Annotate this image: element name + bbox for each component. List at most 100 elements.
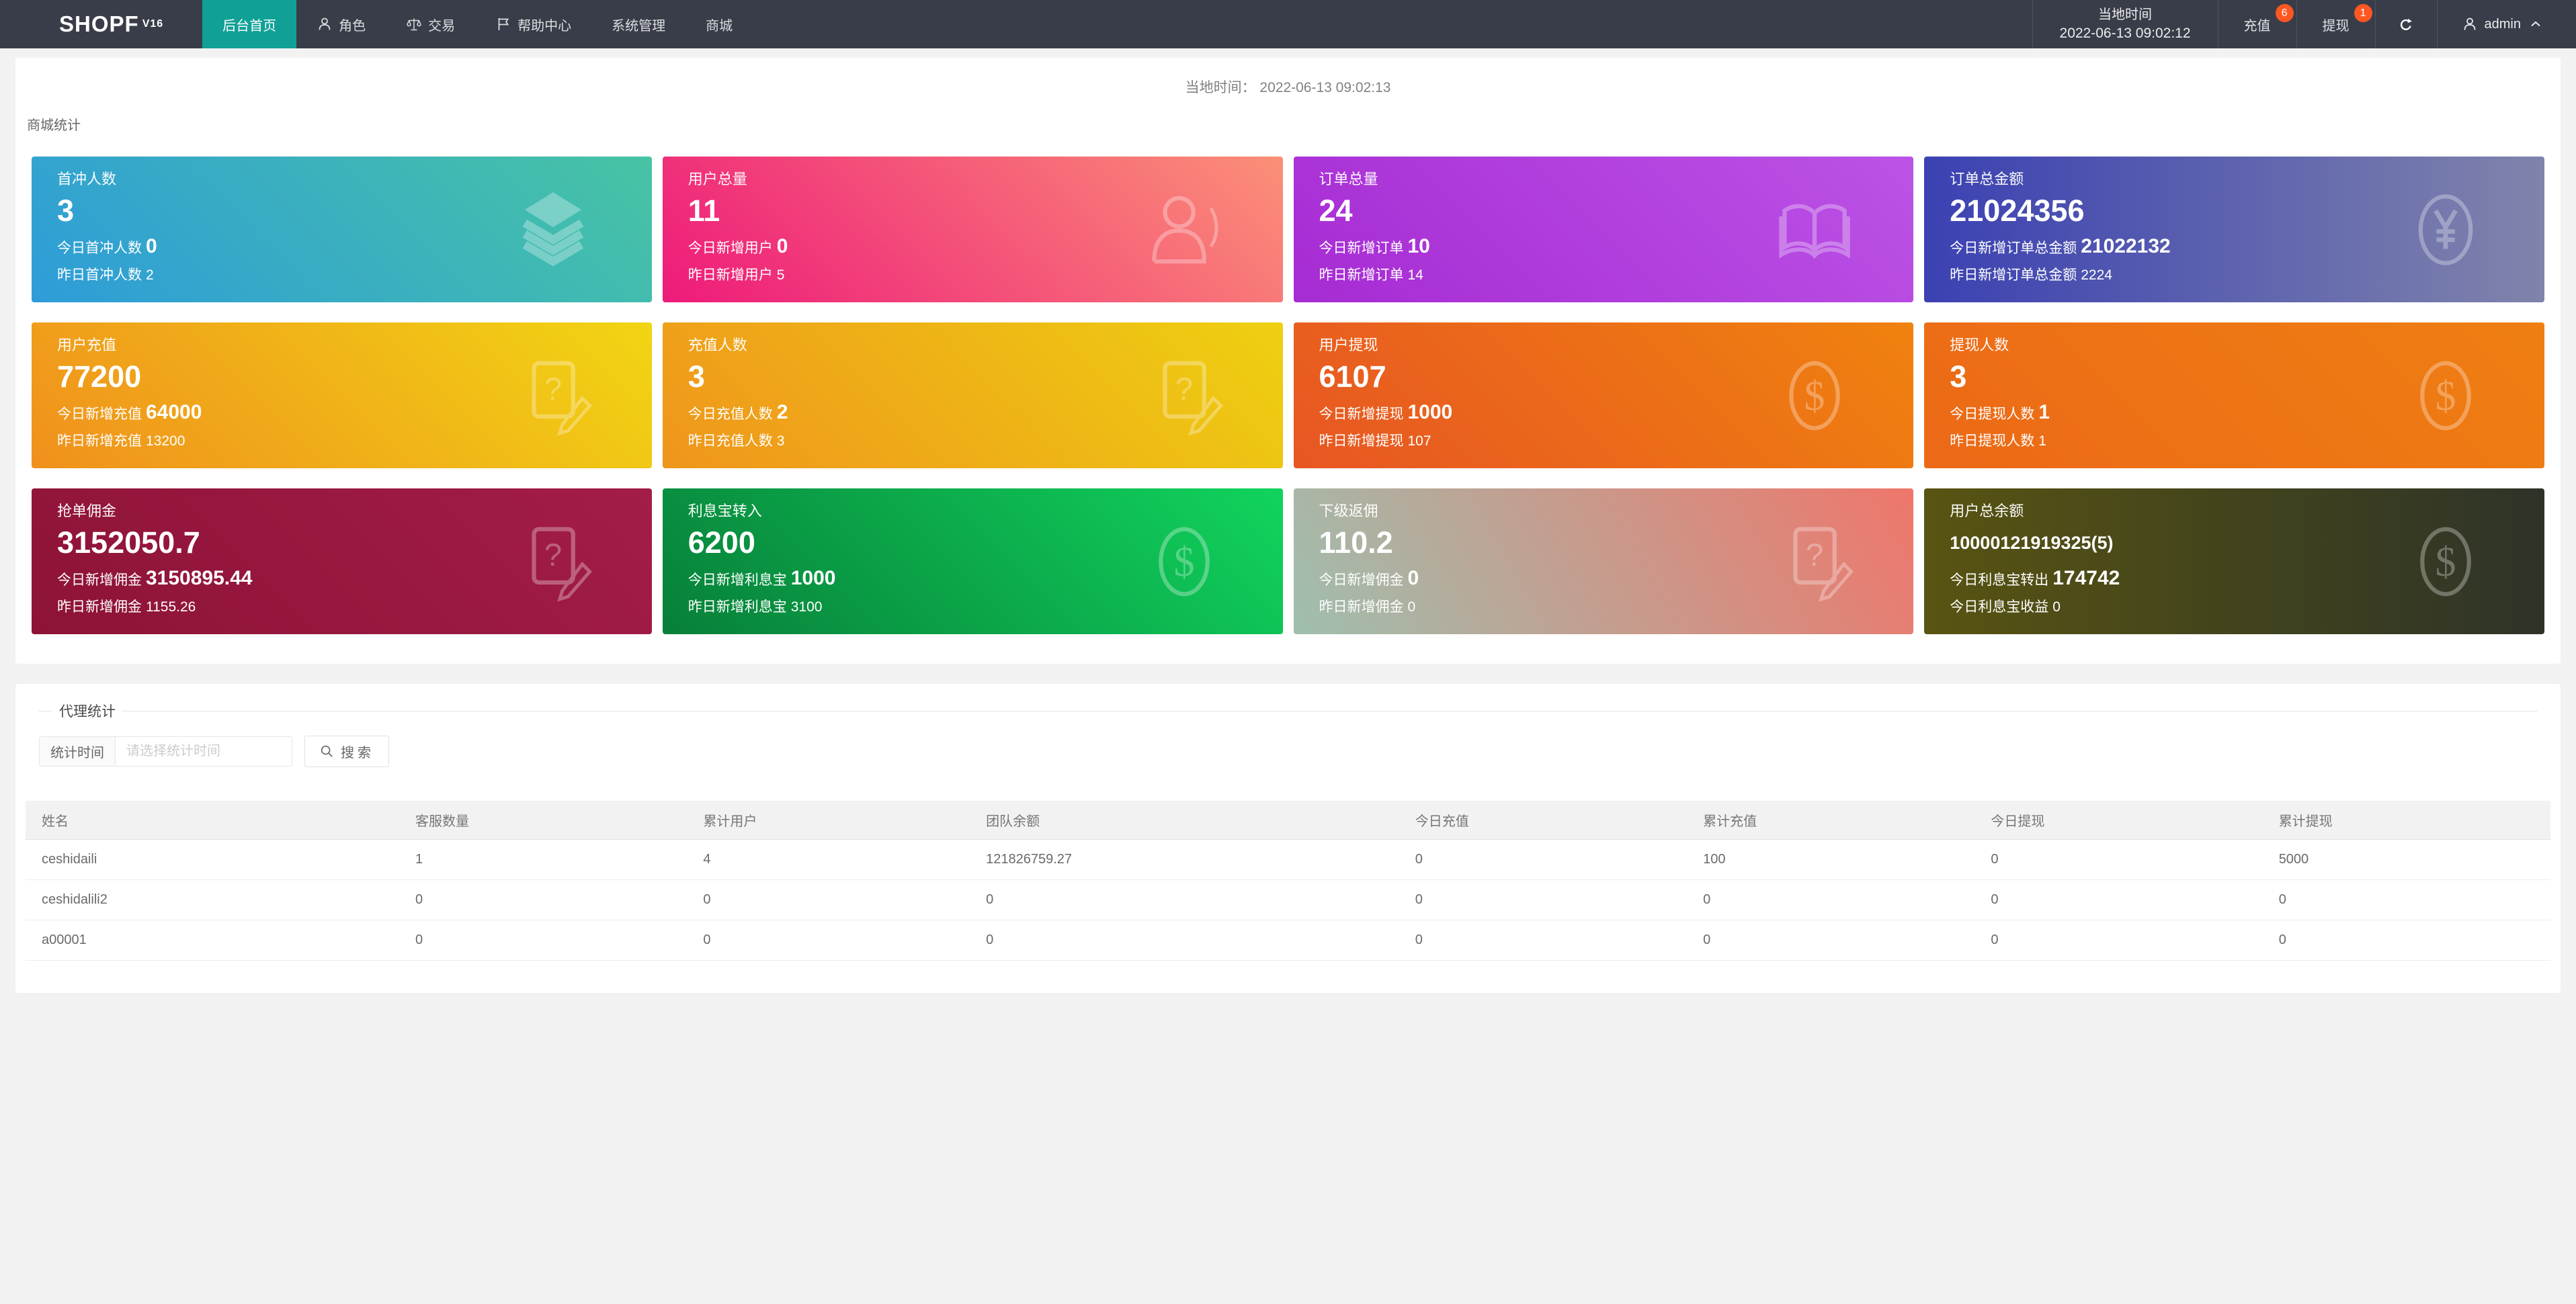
card-today-line: 今日新增佣金 0	[1319, 568, 1888, 591]
refresh-button[interactable]	[2374, 0, 2437, 48]
card-yesterday-line: 昨日新增订单 14	[1319, 266, 1888, 285]
card-yesterday-value: 3	[776, 433, 785, 449]
refresh-icon	[2398, 16, 2414, 32]
recharge-label: 充值	[2243, 18, 2271, 34]
card-yesterday-value: 1	[2038, 433, 2046, 449]
column-header: 累计充值	[1687, 801, 1975, 840]
stats-card-grid: 首冲人数 3 今日首冲人数 0 昨日首冲人数 2 用户总量 11 今日新增用户 0 昨日新增用户 5 订…	[26, 157, 2550, 634]
person-icon	[2462, 16, 2478, 32]
nav-item-trade[interactable]: 交易	[386, 0, 475, 48]
card-value: 3	[57, 193, 75, 228]
stat-card-total-orders: 订单总量 24 今日新增订单 10 昨日新增订单 14	[1293, 157, 1914, 302]
nav-item-label: 系统管理	[612, 18, 666, 34]
nav-item-help-center[interactable]: 帮助中心	[475, 0, 591, 48]
user-name: admin	[2484, 16, 2521, 32]
table-cell: 1	[399, 839, 688, 880]
card-today-value: 0	[1407, 567, 1419, 589]
table-cell: ceshidaili	[26, 839, 400, 880]
nav-item-home[interactable]: 后台首页	[202, 0, 297, 48]
table-cell: 4	[687, 839, 970, 880]
stat-time-input[interactable]	[116, 737, 292, 766]
nav-menu: 后台首页 角色 交易 帮助中心 系统管理 商城	[202, 0, 753, 48]
search-icon	[319, 744, 335, 760]
card-yesterday-value: 0	[1407, 599, 1416, 615]
card-today-label: 今日提现人数	[1950, 406, 2035, 422]
logo-version: V16	[142, 18, 164, 30]
card-today-value: 174742	[2052, 567, 2120, 589]
table-cell: 0	[1975, 879, 2263, 920]
card-yesterday-line: 昨日新增佣金 0	[1319, 598, 1888, 617]
card-yesterday-value: 5	[776, 267, 785, 283]
card-today-value: 0	[146, 235, 157, 257]
withdraw-nav-button[interactable]: 提现 1	[2296, 0, 2375, 48]
card-today-label: 今日首冲人数	[57, 241, 142, 256]
card-value: 10000121919325(5)	[1950, 533, 2114, 553]
recharge-nav-button[interactable]: 充值 6	[2217, 0, 2296, 48]
card-today-label: 今日新增提现	[1319, 406, 1404, 422]
svg-text:?: ?	[1175, 371, 1192, 406]
card-value: 3	[1950, 359, 1967, 394]
card-today-label: 今日新增利息宝	[688, 572, 787, 588]
card-title: 用户总量	[688, 171, 747, 187]
card-yesterday-label: 今日利息宝收益	[1950, 599, 2049, 615]
column-header: 今日提现	[1975, 801, 2263, 840]
stat-card-total-users: 用户总量 11 今日新增用户 0 昨日新增用户 5	[662, 157, 1283, 302]
card-yesterday-value: 3100	[790, 599, 823, 615]
table-row: a00001 0 0 0 0 0 0 0	[26, 920, 2550, 961]
table-cell: 0	[1687, 879, 1975, 920]
file-question-icon: ?	[511, 516, 595, 607]
card-title: 充值人数	[688, 337, 747, 353]
card-yesterday-line: 昨日新增提现 107	[1319, 432, 1888, 451]
nav-item-system[interactable]: 系统管理	[591, 0, 685, 48]
card-today-value: 1000	[790, 567, 836, 589]
card-yesterday-value: 14	[1407, 267, 1423, 283]
card-today-line: 今日新增提现 1000	[1319, 402, 1888, 425]
column-header: 累计用户	[687, 801, 970, 840]
card-yesterday-label: 昨日新增提现	[1319, 433, 1404, 449]
stat-card-total-balance: 用户总余额 10000121919325(5) 今日利息宝转出 174742 今日利息宝…	[1924, 488, 2544, 634]
svg-text:$: $	[2436, 539, 2456, 585]
table-cell: 0	[1399, 920, 1688, 961]
table-cell: 0	[2262, 920, 2550, 961]
stat-card-total-order-amount: 订单总金额 21024356 今日新增订单总金额 21022132 昨日新增订单总金额 2…	[1924, 157, 2544, 302]
card-value: 110.2	[1319, 525, 1393, 560]
column-header: 今日充值	[1399, 801, 1688, 840]
card-today-line: 今日新增用户 0	[688, 236, 1257, 259]
card-yesterday-label: 昨日新增订单	[1319, 267, 1404, 283]
user-menu[interactable]: admin	[2436, 0, 2576, 48]
table-cell: 0	[970, 920, 1399, 961]
nav-item-roles[interactable]: 角色	[296, 0, 386, 48]
table-cell: 121826759.27	[970, 839, 1399, 880]
table-cell: 0	[687, 920, 970, 961]
navbar-local-time: 当地时间 2022-06-13 09:02:12	[2032, 0, 2218, 48]
card-today-line: 今日新增充值 64000	[57, 402, 626, 425]
card-yesterday-line: 昨日新增订单总金额 2224	[1950, 266, 2519, 285]
dollar-circle-icon: $	[2404, 350, 2487, 441]
table-cell: a00001	[26, 920, 400, 961]
column-header: 团队余额	[970, 801, 1399, 840]
svg-text:?: ?	[1806, 537, 1823, 572]
table-cell: 0	[1975, 920, 2263, 961]
card-yesterday-line: 昨日首冲人数 2	[57, 266, 626, 285]
book-icon	[1773, 184, 1856, 275]
withdraw-label: 提现	[2322, 18, 2350, 34]
card-today-value: 21022132	[2081, 235, 2171, 257]
card-today-label: 今日新增用户	[688, 241, 773, 256]
card-today-line: 今日新增佣金 3150895.44	[57, 568, 626, 591]
shop-stats-panel: 当地时间： 2022-06-13 09:02:13 商城统计 首冲人数 3 今日首冲…	[15, 58, 2561, 664]
withdraw-badge: 1	[2354, 4, 2372, 22]
table-header-row: 姓名 客服数量 累计用户 团队余额 今日充值 累计充值 今日提现 累计提现	[26, 801, 2550, 840]
table-cell: 0	[2262, 879, 2550, 920]
table-cell: 0	[970, 879, 1399, 920]
card-value: 3152050.7	[57, 525, 200, 560]
card-yesterday-label: 昨日新增充值	[57, 433, 142, 449]
table-cell: 100	[1687, 839, 1975, 880]
nav-item-label: 交易	[428, 18, 456, 34]
dollar-circle-icon: $	[2404, 516, 2487, 607]
page-local-time: 当地时间： 2022-06-13 09:02:13	[26, 77, 2550, 97]
nav-item-mall[interactable]: 商城	[685, 0, 753, 48]
user-icon	[317, 16, 333, 32]
column-header: 累计提现	[2262, 801, 2550, 840]
agent-fieldset: 代理统计	[39, 701, 2537, 721]
search-button[interactable]: 搜索	[304, 736, 389, 767]
